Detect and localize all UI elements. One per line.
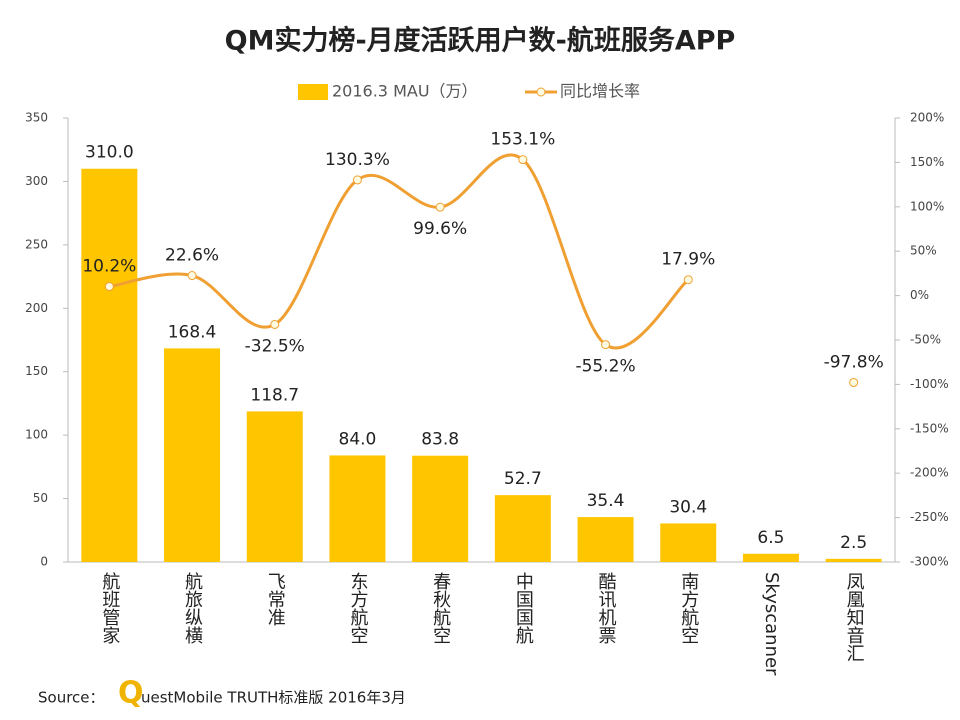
source-label: Source： bbox=[38, 689, 105, 707]
y2-tick-label: -200% bbox=[910, 466, 949, 480]
y2-tick-label: 150% bbox=[910, 155, 944, 169]
x-tick-label: 航班管家 bbox=[99, 572, 120, 644]
bar bbox=[577, 517, 634, 562]
data-label: -32.5% bbox=[245, 336, 305, 356]
bar bbox=[825, 558, 882, 562]
y-tick-label: 0 bbox=[40, 555, 48, 569]
data-label: 35.4 bbox=[587, 491, 625, 511]
x-tick-label: 东方航空 bbox=[347, 572, 368, 644]
legend-label: 2016.3 MAU（万） bbox=[332, 82, 478, 101]
data-label: 2.5 bbox=[840, 533, 867, 553]
y2-tick-label: -100% bbox=[910, 377, 949, 391]
x-tick-label: 凤凰知音汇 bbox=[844, 572, 865, 662]
x-tick-label: 南方航空 bbox=[678, 572, 699, 644]
y2-tick-label: -250% bbox=[910, 510, 949, 524]
data-label: 130.3% bbox=[325, 150, 390, 170]
bar bbox=[246, 411, 303, 562]
data-label: 118.7 bbox=[250, 385, 299, 405]
y2-tick-label: -300% bbox=[910, 555, 949, 569]
data-label: 52.7 bbox=[504, 469, 542, 489]
data-label: 17.9% bbox=[661, 250, 715, 270]
data-label: 10.2% bbox=[82, 257, 136, 277]
line bbox=[109, 155, 853, 383]
source-brand: Q bbox=[118, 676, 144, 711]
data-label: 310.0 bbox=[85, 143, 134, 163]
bar bbox=[329, 455, 386, 562]
data-label: 153.1% bbox=[490, 130, 555, 150]
y2-tick-label: 200% bbox=[910, 111, 944, 125]
bar bbox=[81, 168, 138, 562]
chart-title: QM实力榜-月度活跃用户数-航班服务APP bbox=[225, 25, 736, 57]
data-label: 84.0 bbox=[339, 429, 377, 449]
line-marker bbox=[683, 275, 693, 285]
line-marker bbox=[270, 319, 280, 329]
line-marker bbox=[435, 202, 445, 212]
x-tick-label: 航旅纵横 bbox=[182, 572, 203, 644]
y-tick-label: 250 bbox=[25, 237, 48, 251]
legend-label: 同比增长率 bbox=[560, 82, 640, 101]
y-tick-label: 100 bbox=[25, 428, 48, 442]
y2-tick-label: 100% bbox=[910, 199, 944, 213]
data-label: 22.6% bbox=[165, 246, 219, 266]
x-tick-label: 飞常准 bbox=[265, 572, 286, 626]
source-text: uestMobile TRUTH标准版 2016年3月 bbox=[141, 689, 406, 707]
bar bbox=[164, 348, 221, 562]
y2-tick-label: -150% bbox=[910, 421, 949, 435]
y-tick-label: 50 bbox=[33, 491, 48, 505]
data-label: 83.8 bbox=[421, 430, 459, 450]
data-label: 99.6% bbox=[413, 219, 467, 239]
bar bbox=[412, 455, 469, 562]
data-label: 168.4 bbox=[168, 322, 217, 342]
y2-tick-label: 50% bbox=[910, 244, 937, 258]
x-tick-label: 酷讯机票 bbox=[596, 572, 617, 644]
legend-marker bbox=[536, 87, 546, 97]
x-tick-label: 春秋航空 bbox=[430, 572, 451, 644]
y-tick-label: 150 bbox=[25, 364, 48, 378]
legend-swatch bbox=[298, 84, 328, 100]
line-marker bbox=[849, 377, 859, 387]
y-tick-label: 200 bbox=[25, 301, 48, 315]
y2-tick-label: 0% bbox=[910, 288, 929, 302]
y-tick-label: 300 bbox=[25, 174, 48, 188]
bar bbox=[494, 495, 551, 562]
line-marker bbox=[352, 175, 362, 185]
data-label: 6.5 bbox=[757, 528, 784, 548]
line-marker bbox=[187, 271, 197, 281]
x-tick-label: 中国国航 bbox=[513, 572, 534, 644]
y2-tick-label: -50% bbox=[910, 333, 941, 347]
bar bbox=[660, 523, 717, 562]
y-tick-label: 350 bbox=[25, 111, 48, 125]
line-marker bbox=[104, 282, 114, 292]
data-label: -97.8% bbox=[824, 352, 884, 372]
bar bbox=[742, 553, 799, 562]
line-marker bbox=[601, 340, 611, 350]
data-label: -55.2% bbox=[575, 357, 635, 377]
x-tick-label: Skyscanner bbox=[761, 572, 782, 676]
data-label: 30.4 bbox=[669, 497, 707, 517]
line-marker bbox=[518, 155, 528, 165]
